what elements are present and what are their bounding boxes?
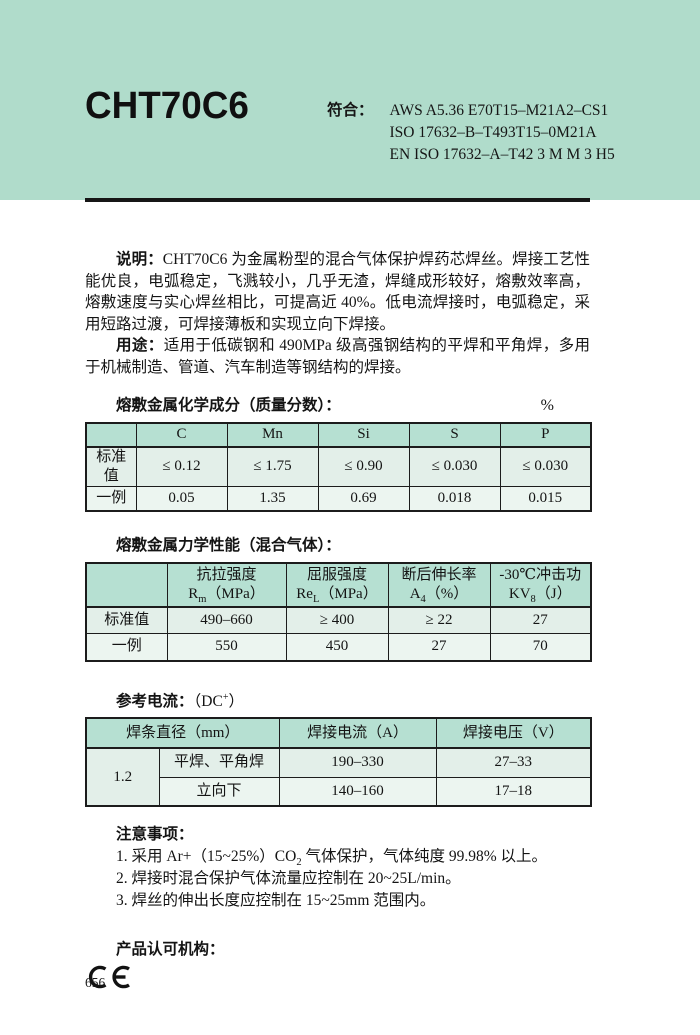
header-line1: 抗拉强度 <box>196 566 257 583</box>
chem-corner-cell <box>85 422 137 448</box>
cell: 490–660 <box>166 606 287 634</box>
chem-section-heading-row: 熔敷金属化学成分（质量分数）： % <box>85 395 590 417</box>
cell: 27–33 <box>435 747 592 778</box>
cell: 0.05 <box>135 485 228 512</box>
mech-standard-row: 标准值 490–660 ≥ 400 ≥ 22 27 <box>85 606 592 634</box>
cell: 0.015 <box>499 485 592 512</box>
reference-current-table: 焊条直径（mm） 焊接电流（A） 焊接电压（V） 1.2 平焊、平角焊 190–… <box>85 717 592 807</box>
mech-properties-table: 抗拉强度 Rm（MPa） 屈服强度 ReL（MPa） 断后伸长率 A4（%） -… <box>85 561 592 662</box>
chem-col-s: S <box>408 422 501 448</box>
cell: ≥ 400 <box>285 606 389 634</box>
standards-label: 符合： <box>327 102 374 119</box>
header-line1: 屈服强度 <box>306 566 367 583</box>
header-divider-rule <box>85 198 590 202</box>
cell: ≤ 1.75 <box>226 446 319 487</box>
standards-block: 符合： AWS A5.36 E70T15–M21A2–CS1 ISO 17632… <box>327 100 615 166</box>
cell: ≥ 22 <box>387 606 491 634</box>
certification-heading: 产品认可机构： <box>116 941 225 958</box>
certification-section: 产品认可机构： <box>85 939 590 990</box>
row-label: 一例 <box>85 485 137 512</box>
header-line1: -30℃冲击功 <box>499 566 582 583</box>
diameter-value: 1.2 <box>85 747 160 807</box>
current-col-voltage: 焊接电压（V） <box>435 717 592 749</box>
current-header-row: 焊条直径（mm） 焊接电流（A） 焊接电压（V） <box>85 717 592 749</box>
current-flat-row: 1.2 平焊、平角焊 190–330 27–33 <box>85 747 592 807</box>
mech-corner-cell <box>85 562 168 608</box>
standard-iso: ISO 17632–B–T493T15–0M21A <box>389 124 597 141</box>
current-vertical-down-row: 立向下 140–160 17–18 <box>86 776 592 807</box>
row-label: 一例 <box>85 633 168 661</box>
cell: 1.35 <box>226 485 319 512</box>
chem-composition-table: C Mn Si S P 标准值 ≤ 0.12 ≤ 1.75 ≤ 0.90 ≤ 0… <box>85 421 592 512</box>
cell: ≤ 0.12 <box>135 446 228 487</box>
current-col-diameter: 焊条直径（mm） <box>85 717 280 749</box>
cell: ≤ 0.90 <box>317 446 410 487</box>
cell: 27 <box>489 606 592 634</box>
header-line2: Rm（MPa） <box>188 585 265 605</box>
description-paragraph: 说明：CHT70C6 为金属粉型的混合气体保护焊药芯焊丝。焊接工艺性能优良，电弧… <box>85 249 590 335</box>
usage-label: 用途： <box>116 337 164 354</box>
mech-col-elongation: 断后伸长率 A4（%） <box>387 562 491 608</box>
page-content: 说明：CHT70C6 为金属粉型的混合气体保护焊药芯焊丝。焊接工艺性能优良，电弧… <box>85 200 592 990</box>
page-number: 656 <box>85 975 106 990</box>
cell: 190–330 <box>278 747 437 778</box>
ce-mark-icon <box>85 964 590 990</box>
standard-en-iso: EN ISO 17632–A–T42 3 M M 3 H5 <box>389 146 615 163</box>
cell: ≤ 0.030 <box>499 446 592 487</box>
description-text: CHT70C6 为金属粉型的混合气体保护焊药芯焊丝。焊接工艺性能优良，电弧稳定，… <box>85 251 590 333</box>
cell: 140–160 <box>278 776 437 807</box>
chem-unit-label: % <box>540 397 554 414</box>
dc-polarity: （DC+） <box>193 691 244 710</box>
current-section-heading: 参考电流：（DC+） <box>116 691 244 710</box>
cell: 17–18 <box>435 776 592 807</box>
cell: ≤ 0.030 <box>408 446 501 487</box>
header-line2: KV8（J） <box>508 585 572 605</box>
row-label: 标准值 <box>85 606 168 634</box>
chem-standard-row: 标准值 ≤ 0.12 ≤ 1.75 ≤ 0.90 ≤ 0.030 ≤ 0.030 <box>85 446 592 487</box>
mech-col-impact: -30℃冲击功 KV8（J） <box>489 562 592 608</box>
header-band: CHT70C6 符合： AWS A5.36 E70T15–M21A2–CS1 I… <box>0 0 700 202</box>
cell: 0.018 <box>408 485 501 512</box>
cell: 70 <box>489 633 592 661</box>
cell: 27 <box>387 633 491 661</box>
notes-section: 注意事项： 1. 采用 Ar+（15~25%）CO2 气体保护，气体纯度 99.… <box>85 824 590 912</box>
cell: 0.69 <box>317 485 410 512</box>
header-line2: A4（%） <box>409 585 469 605</box>
cell: 550 <box>166 633 287 661</box>
header-line1: 断后伸长率 <box>401 566 477 583</box>
chem-col-c: C <box>135 422 228 448</box>
chem-col-mn: Mn <box>226 422 319 448</box>
chem-example-row: 一例 0.05 1.35 0.69 0.018 0.015 <box>85 485 592 512</box>
chem-col-p: P <box>499 422 592 448</box>
header-line2: ReL（MPa） <box>296 585 378 605</box>
standard-aws: AWS A5.36 E70T15–M21A2–CS1 <box>389 102 609 119</box>
current-col-current: 焊接电流（A） <box>278 717 437 749</box>
weld-position: 平焊、平角焊 <box>158 747 280 778</box>
usage-text: 适用于低碳钢和 490MPa 级高强钢结构的平焊和平角焊，多用于机械制造、管道、… <box>85 337 590 376</box>
mech-header-row: 抗拉强度 Rm（MPa） 屈服强度 ReL（MPa） 断后伸长率 A4（%） -… <box>85 562 592 608</box>
note-item-1: 1. 采用 Ar+（15~25%）CO2 气体保护，气体纯度 99.98% 以上… <box>116 848 547 869</box>
usage-paragraph: 用途：适用于低碳钢和 490MPa 级高强钢结构的平焊和平角焊，多用于机械制造、… <box>85 335 590 378</box>
notes-heading: 注意事项： <box>116 826 194 843</box>
cell: 450 <box>285 633 389 661</box>
note-item-3: 3. 焊丝的伸出长度应控制在 15~25mm 范围内。 <box>116 892 436 909</box>
mech-col-yield: 屈服强度 ReL（MPa） <box>285 562 389 608</box>
chem-header-row: C Mn Si S P <box>85 422 592 448</box>
product-title: CHT70C6 <box>85 85 249 127</box>
mech-col-tensile: 抗拉强度 Rm（MPa） <box>166 562 287 608</box>
chem-col-si: Si <box>317 422 410 448</box>
mech-example-row: 一例 550 450 27 70 <box>85 633 592 661</box>
mech-section-heading: 熔敷金属力学性能（混合气体）： <box>116 537 341 554</box>
current-section-heading-row: 参考电流：（DC+） <box>85 691 590 713</box>
description-label: 说明： <box>116 251 163 268</box>
note-item-2: 2. 焊接时混合保护气体流量应控制在 20~25L/min。 <box>116 870 461 887</box>
standards-list: AWS A5.36 E70T15–M21A2–CS1 ISO 17632–B–T… <box>390 100 615 166</box>
row-label: 标准值 <box>85 446 137 487</box>
chem-section-heading: 熔敷金属化学成分（质量分数）： <box>116 397 341 414</box>
weld-position: 立向下 <box>158 776 280 807</box>
mech-section-heading-row: 熔敷金属力学性能（混合气体）： <box>85 535 590 557</box>
